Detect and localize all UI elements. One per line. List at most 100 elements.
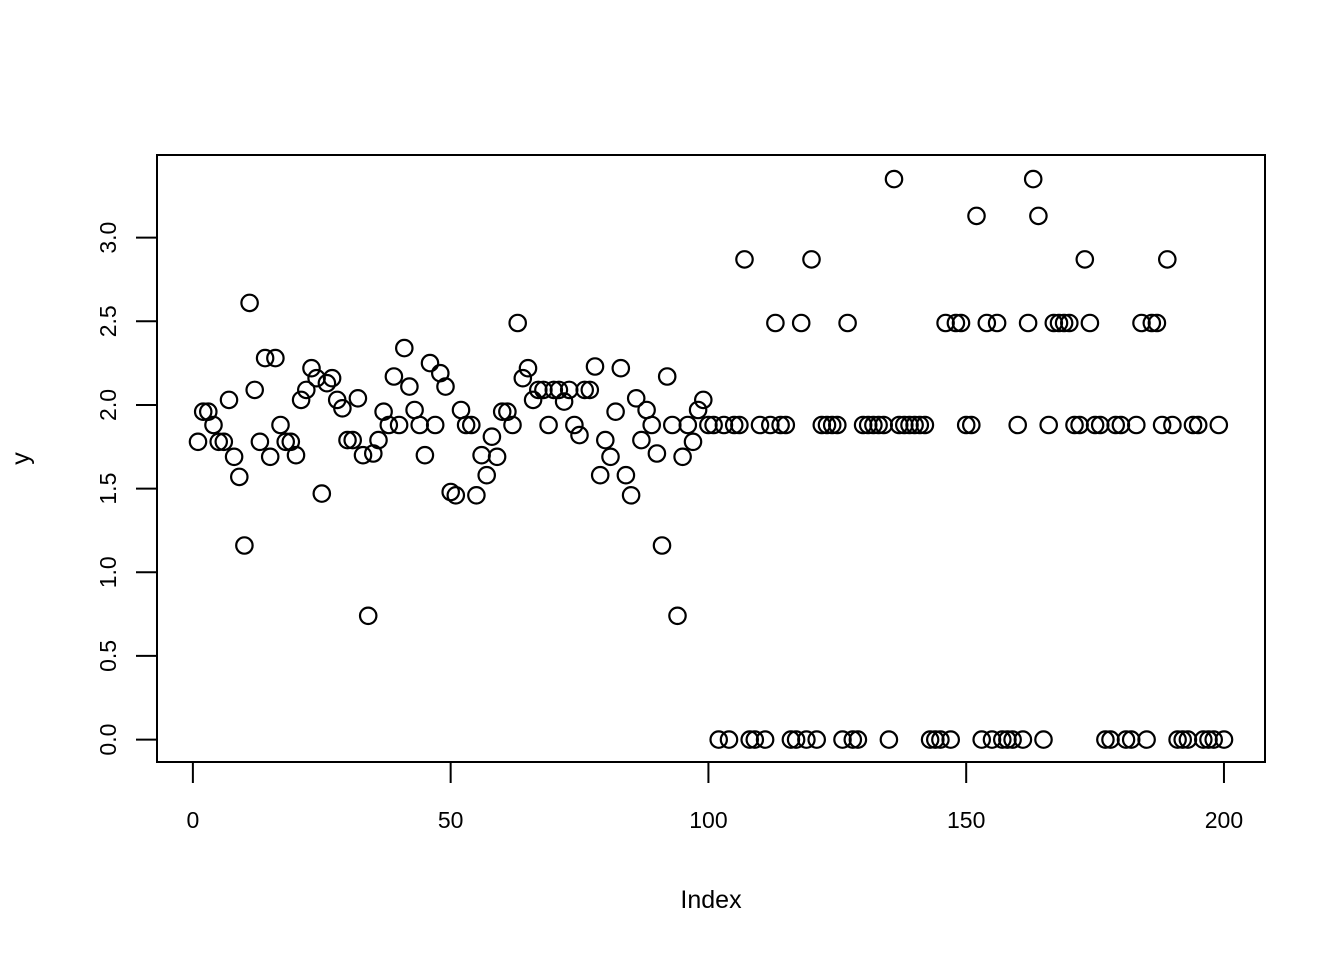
data-point	[353, 445, 373, 465]
data-point	[204, 415, 223, 435]
data-point	[508, 313, 527, 333]
data-point	[224, 447, 244, 467]
data-point	[771, 415, 790, 435]
data-point	[972, 730, 991, 749]
data-point	[554, 392, 574, 411]
data-point	[616, 465, 636, 485]
data-point	[322, 368, 342, 388]
data-point	[1209, 415, 1229, 435]
data-point	[1142, 313, 1162, 333]
data-point	[931, 730, 950, 749]
data-point	[441, 482, 460, 502]
data-point	[307, 368, 326, 388]
data-point	[1137, 730, 1156, 749]
data-point	[1075, 250, 1095, 269]
data-point	[797, 730, 816, 749]
data-point	[951, 313, 971, 333]
data-point	[827, 415, 847, 435]
data-point	[1060, 313, 1079, 333]
data-point	[1049, 313, 1069, 333]
y-tick-label: 1.0	[95, 556, 121, 588]
data-point	[271, 415, 290, 435]
data-point	[967, 206, 986, 226]
data-point	[585, 357, 605, 376]
data-point	[394, 338, 414, 358]
data-point	[477, 465, 496, 485]
y-tick-label: 1.5	[95, 473, 121, 505]
data-point	[1116, 730, 1136, 749]
data-point	[611, 358, 631, 378]
data-point	[1003, 730, 1022, 749]
y-tick-label: 0.5	[95, 640, 121, 672]
data-point	[369, 430, 388, 450]
data-point	[1163, 415, 1182, 435]
data-point	[590, 465, 610, 485]
data-point	[348, 388, 368, 408]
data-point	[709, 730, 728, 749]
data-point	[724, 415, 744, 435]
data-point	[580, 380, 600, 400]
data-point	[235, 536, 254, 555]
data-point	[688, 400, 708, 420]
data-point	[214, 432, 234, 452]
data-point	[730, 415, 749, 435]
data-point	[358, 606, 378, 626]
data-point	[575, 380, 594, 400]
data-point	[539, 415, 558, 435]
x-tick-label: 100	[689, 807, 727, 833]
data-point	[436, 377, 455, 396]
data-point	[956, 415, 976, 435]
data-point	[193, 402, 213, 421]
data-point	[549, 380, 569, 400]
data-point	[1168, 730, 1187, 749]
data-point	[817, 415, 837, 435]
data-point	[776, 415, 796, 435]
data-point	[848, 730, 868, 749]
data-point	[1039, 415, 1058, 435]
data-point	[219, 390, 239, 410]
data-point	[961, 415, 981, 435]
data-point	[482, 427, 502, 446]
data-point	[1214, 730, 1234, 749]
data-point	[1085, 415, 1105, 435]
data-point	[1018, 313, 1038, 333]
data-point	[745, 730, 765, 749]
data-point	[977, 313, 997, 333]
data-point	[245, 380, 264, 400]
data-point	[338, 430, 357, 450]
data-point	[1183, 415, 1203, 435]
data-point	[884, 169, 904, 189]
data-point	[1173, 730, 1192, 749]
data-point	[941, 730, 960, 749]
data-point	[766, 313, 785, 333]
data-point	[266, 348, 285, 368]
data-point	[735, 250, 754, 269]
data-point	[291, 390, 311, 410]
data-point	[1147, 313, 1167, 333]
x-axis-title: Index	[680, 886, 742, 914]
data-point	[188, 432, 208, 452]
data-point	[1080, 313, 1100, 333]
data-point	[1023, 169, 1043, 189]
data-point	[750, 415, 770, 435]
y-tick-label: 3.0	[95, 222, 121, 254]
data-point	[230, 467, 249, 487]
data-point	[472, 445, 491, 465]
data-point	[1013, 730, 1033, 749]
data-point	[678, 415, 698, 435]
data-point	[379, 415, 399, 435]
data-point	[456, 415, 476, 435]
data-point	[286, 445, 306, 465]
x-tick-label: 50	[438, 807, 464, 833]
data-point	[668, 606, 687, 626]
data-points	[188, 169, 1234, 749]
data-point	[879, 730, 899, 749]
data-point	[1008, 415, 1027, 435]
data-point	[333, 398, 352, 418]
y-axis: 0.0 0.5 1.0 1.5 2.0 2.5 3.0	[95, 222, 157, 756]
x-axis: 0 50 100 150 200	[186, 762, 1243, 833]
data-point	[492, 402, 512, 421]
data-point	[1096, 730, 1115, 749]
